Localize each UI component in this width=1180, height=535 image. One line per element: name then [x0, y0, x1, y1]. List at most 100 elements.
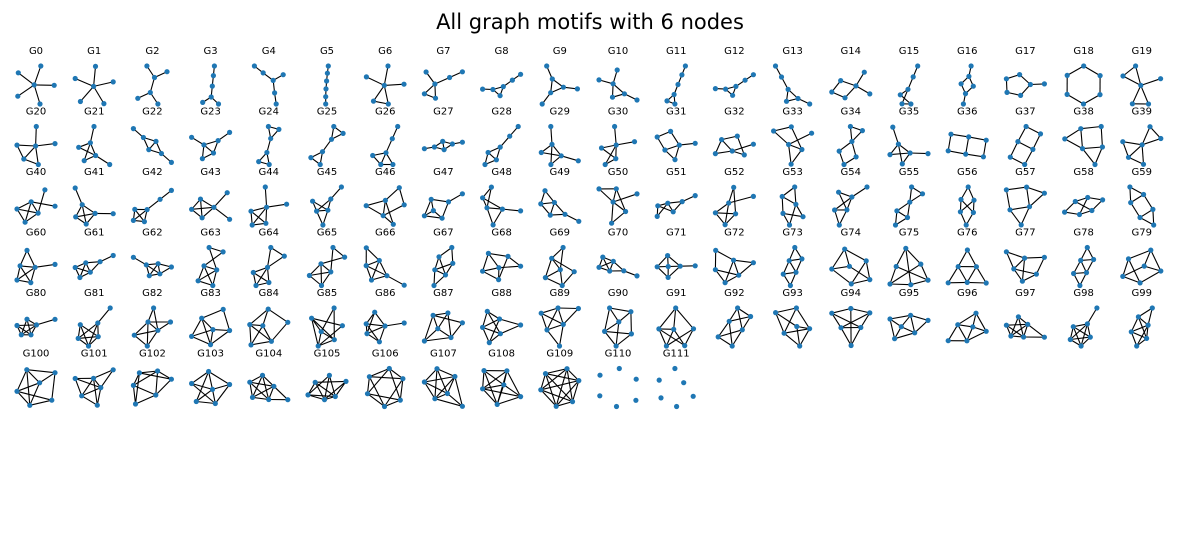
motif-node	[370, 152, 376, 159]
motif-node	[542, 275, 549, 281]
motif-node	[670, 209, 676, 215]
motif-label: G74	[841, 228, 861, 239]
motif-node	[547, 212, 553, 218]
motif-node	[787, 282, 794, 289]
motif-node	[376, 257, 382, 264]
motif-label: G107	[430, 349, 457, 360]
motif-label: G23	[200, 107, 220, 118]
motif-edge	[139, 370, 158, 374]
motif-g101: G101	[72, 349, 116, 408]
motif-node	[72, 75, 78, 82]
motif-node	[323, 86, 329, 92]
motif-node	[268, 338, 274, 344]
motif-g69: G69	[542, 228, 577, 289]
motif-edge	[146, 329, 159, 347]
motif-node	[107, 161, 113, 168]
motif-edge	[781, 196, 784, 214]
motif-edge	[441, 201, 450, 219]
motif-edge	[790, 149, 803, 165]
motif-edge	[437, 328, 452, 338]
motif-label: G99	[1132, 288, 1152, 299]
motif-node	[52, 203, 58, 209]
motif-node	[157, 196, 163, 202]
motif-edge	[1083, 94, 1101, 105]
motif-edge	[1135, 65, 1142, 86]
motif-edge	[1080, 125, 1102, 130]
motif-node	[481, 368, 487, 374]
motif-label: G47	[433, 167, 453, 178]
motif-node	[556, 343, 563, 349]
motif-node	[712, 151, 719, 157]
motif-edge	[497, 396, 521, 405]
motif-node	[515, 123, 521, 130]
motif-edge	[16, 369, 28, 392]
motif-node	[37, 101, 43, 107]
motif-node	[480, 195, 486, 201]
motif-node	[85, 343, 92, 349]
motif-node	[368, 277, 375, 283]
motif-edge	[618, 311, 632, 323]
motif-edge	[482, 384, 504, 390]
motif-node	[366, 374, 372, 380]
motif-edge	[604, 307, 611, 332]
motif-label: G45	[317, 167, 337, 178]
motif-node	[430, 312, 436, 318]
motif-edge	[424, 215, 443, 219]
motif-node	[849, 138, 855, 145]
motif-node	[309, 315, 315, 321]
motif-edge	[498, 256, 509, 280]
motif-label: G30	[608, 107, 628, 118]
motif-node	[197, 196, 204, 202]
motif-g18: G18	[1064, 46, 1103, 107]
motif-edge	[482, 388, 498, 405]
motif-edge	[1027, 323, 1045, 338]
motif-edge	[312, 200, 329, 211]
motif-g88: G88	[480, 288, 524, 346]
motif-edge	[1009, 206, 1030, 211]
motif-node	[733, 83, 739, 89]
motif-node	[518, 71, 524, 77]
motif-node	[33, 322, 40, 328]
motif-edge	[249, 308, 269, 326]
motif-edge	[367, 368, 390, 395]
motif-node	[973, 264, 980, 270]
motif-edge	[773, 126, 792, 132]
motif-node	[423, 69, 429, 75]
motif-edge	[1094, 146, 1103, 165]
motif-node	[915, 63, 921, 69]
motif-node	[92, 63, 99, 69]
motif-g102: G102	[130, 349, 174, 407]
motif-edge	[249, 324, 252, 345]
motif-node	[1041, 81, 1047, 87]
motif-node	[157, 271, 163, 277]
motif-node	[867, 310, 873, 316]
motif-edge	[483, 370, 505, 386]
motif-node	[285, 397, 291, 403]
motif-edge	[438, 247, 453, 258]
motif-edge	[545, 269, 561, 279]
motif-edge	[665, 329, 675, 347]
motif-g3: G3	[200, 46, 222, 107]
motif-g87: G87	[421, 288, 465, 344]
motif-edge	[615, 188, 627, 212]
motif-node	[493, 157, 499, 163]
motif-node	[613, 156, 619, 162]
motif-edge	[382, 204, 405, 217]
motif-node	[518, 394, 524, 400]
motif-node	[1018, 222, 1024, 228]
motif-node	[396, 185, 402, 191]
motif-g41: G41	[72, 167, 116, 227]
motif-edge	[384, 378, 404, 407]
motif-edge	[203, 265, 214, 286]
motif-node	[955, 322, 961, 328]
motif-edge	[947, 134, 952, 151]
motif-node	[256, 159, 262, 165]
motif-edge	[1149, 126, 1162, 139]
motif-edge	[896, 201, 911, 212]
motif-node	[560, 321, 566, 327]
motif-node	[501, 382, 507, 388]
motif-g29: G29	[538, 107, 581, 168]
motif-edge	[330, 247, 334, 272]
motif-g78: G78	[1071, 228, 1097, 289]
motif-edge	[203, 251, 224, 267]
